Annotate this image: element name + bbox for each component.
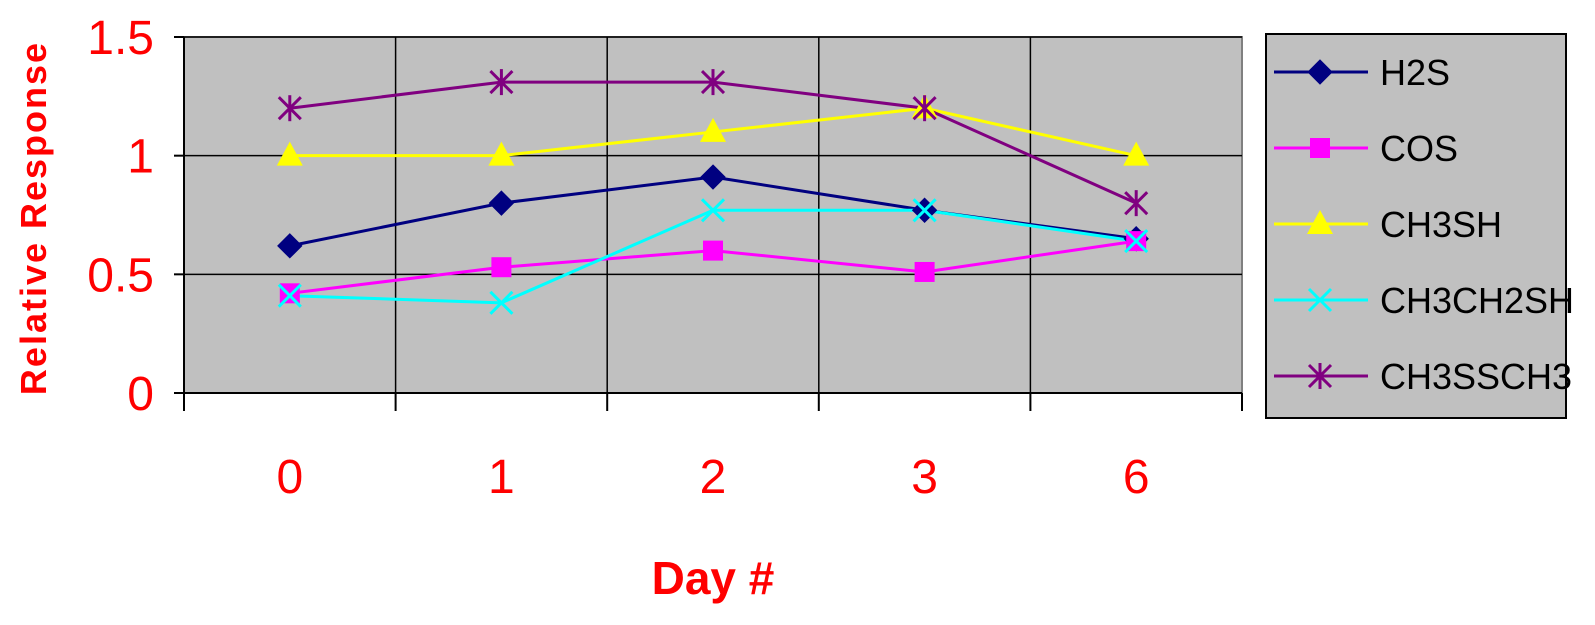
- legend-label: CH3SH: [1380, 204, 1502, 245]
- y-tick-label: 0.5: [87, 249, 154, 302]
- legend-label: H2S: [1380, 52, 1450, 93]
- legend-marker: [1307, 210, 1333, 234]
- series-markers: [276, 69, 1150, 315]
- data-point-ch3sh: [1123, 141, 1150, 166]
- data-point-ch3ch2sh: [912, 198, 937, 223]
- data-point-ch3ssch3: [489, 69, 514, 96]
- data-point-h2s: [700, 164, 726, 190]
- marker-stroke: [1307, 287, 1333, 313]
- data-point-cos: [914, 261, 935, 282]
- legend-item: CH3SSCH3: [1274, 356, 1572, 397]
- data-point-ch3ch2sh: [700, 198, 726, 223]
- data-point-ch3sh: [700, 117, 726, 142]
- legend-label: COS: [1380, 128, 1458, 169]
- data-point-h2s: [277, 233, 303, 259]
- legend-marker: [1307, 363, 1333, 389]
- legend-item: CH3CH2SH: [1274, 280, 1574, 321]
- legend-item: CH3SH: [1274, 204, 1502, 245]
- marker-stroke: [1124, 229, 1149, 254]
- data-point-ch3ssch3: [912, 95, 937, 122]
- data-point-ch3ch2sh: [489, 290, 514, 315]
- x-tick-label: 1: [488, 451, 515, 504]
- data-point-ch3sh: [276, 141, 303, 166]
- marker-stroke: [700, 198, 726, 223]
- data-point-cos: [491, 257, 512, 278]
- marker-stroke: [912, 198, 937, 223]
- legend-label: CH3SSCH3: [1380, 356, 1572, 397]
- y-tick-label: 1: [127, 131, 154, 184]
- legend-marker: [1310, 138, 1330, 158]
- legend: H2S COS CH3SH CH3CH2SH CH3SSCH3: [1265, 33, 1574, 419]
- legend-label: CH3CH2SH: [1380, 280, 1574, 321]
- data-point-ch3ch2sh: [277, 283, 302, 308]
- axis-ticks: 0 0.5 1 1.5 0 1 2 3 6: [87, 12, 1243, 504]
- x-tick-label: 3: [911, 451, 938, 504]
- data-point-cos: [279, 283, 300, 304]
- legend-item: COS: [1274, 128, 1458, 169]
- marker-stroke: [277, 283, 302, 308]
- y-tick-label: 1.5: [87, 12, 154, 65]
- legend-marker: [1307, 287, 1333, 313]
- data-point-ch3ssch3: [700, 69, 726, 96]
- x-tick-label: 0: [276, 451, 303, 504]
- x-axis-label: Day #: [652, 552, 775, 604]
- marker-stroke: [489, 290, 514, 315]
- y-tick-label: 0: [127, 368, 154, 421]
- data-point-cos: [703, 240, 723, 261]
- plot-area: [183, 36, 1243, 394]
- data-point-ch3ssch3: [277, 95, 302, 122]
- data-point-ch3ssch3: [1124, 190, 1149, 217]
- legend-item: H2S: [1274, 52, 1450, 93]
- data-point-ch3sh: [488, 141, 515, 166]
- legend-marker: [1307, 59, 1333, 85]
- x-tick-label: 6: [1123, 451, 1150, 504]
- data-point-ch3ch2sh: [1124, 229, 1149, 254]
- data-point-h2s: [488, 190, 515, 216]
- y-axis-label: Relative Response: [13, 41, 54, 395]
- x-tick-label: 2: [700, 451, 727, 504]
